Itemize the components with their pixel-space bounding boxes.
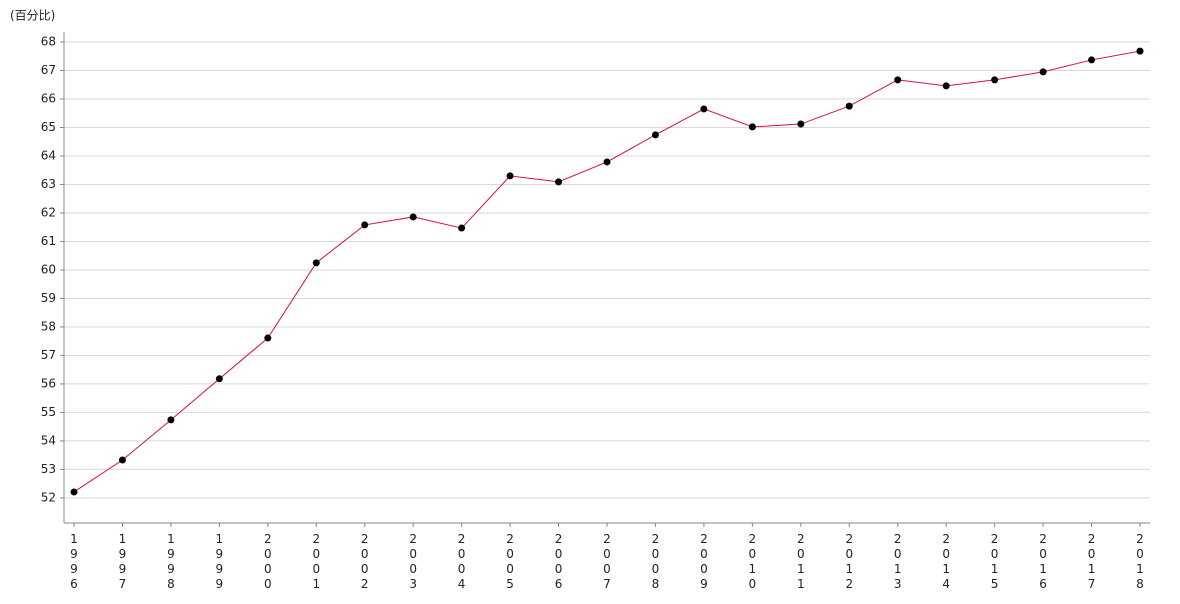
x-tick-label: 2015 xyxy=(988,532,1002,592)
y-axis-label: (百分比) xyxy=(10,9,55,23)
point xyxy=(748,123,756,131)
x-tick-label: 2000 xyxy=(261,532,275,592)
y-tick-label: 56 xyxy=(41,376,56,390)
point xyxy=(845,102,853,110)
y-tick-label: 52 xyxy=(41,490,56,504)
point xyxy=(506,172,514,180)
y-tick-label: 65 xyxy=(41,120,56,134)
point xyxy=(555,178,563,186)
y-tick-label: 61 xyxy=(41,234,56,248)
y-tick-label: 67 xyxy=(41,63,56,77)
point xyxy=(215,375,223,383)
x-tick-label: 2010 xyxy=(745,532,759,592)
x-tick-label: 2016 xyxy=(1036,532,1050,592)
point xyxy=(361,221,369,229)
point xyxy=(797,120,805,128)
y-tick-label: 63 xyxy=(41,177,56,191)
x-tick-label: 2004 xyxy=(455,532,469,592)
x-tick-label: 2003 xyxy=(406,532,420,592)
y-tick-label: 53 xyxy=(41,462,56,476)
y-tick-label: 64 xyxy=(41,148,56,162)
x-tick-label: 2002 xyxy=(358,532,372,592)
x-tick-label: 2007 xyxy=(600,532,614,592)
x-tick-label: 1999 xyxy=(212,532,226,592)
point xyxy=(651,131,659,139)
point xyxy=(70,488,78,496)
point xyxy=(700,105,708,113)
x-tick-label: 1996 xyxy=(67,532,81,592)
x-tick-label: 2014 xyxy=(939,532,953,592)
point xyxy=(167,416,175,424)
y-tick-label: 58 xyxy=(41,319,56,333)
x-tick-label: 2001 xyxy=(309,532,323,592)
x-tick-label: 2017 xyxy=(1085,532,1099,592)
y-tick-label: 57 xyxy=(41,348,56,362)
point xyxy=(458,224,466,232)
y-tick-label: 59 xyxy=(41,291,56,305)
x-tick-label: 2009 xyxy=(697,532,711,592)
x-tick-label: 2013 xyxy=(891,532,905,592)
y-tick-label: 66 xyxy=(41,91,56,105)
point xyxy=(603,158,611,166)
y-tick-label: 62 xyxy=(41,205,56,219)
y-tick-label: 68 xyxy=(41,34,56,48)
x-tick-label: 1997 xyxy=(115,532,129,592)
y-tick-label: 54 xyxy=(41,433,56,447)
x-tick-label: 2005 xyxy=(503,532,517,592)
point xyxy=(1088,56,1096,64)
point xyxy=(118,456,126,464)
point xyxy=(312,259,320,267)
point xyxy=(409,213,417,221)
point xyxy=(991,76,999,84)
y-tick-label: 60 xyxy=(41,262,56,276)
point xyxy=(894,76,902,84)
x-tick-label: 2012 xyxy=(842,532,856,592)
x-tick-label: 2018 xyxy=(1133,532,1147,592)
x-tick-label: 2008 xyxy=(648,532,662,592)
point xyxy=(1039,68,1047,76)
point xyxy=(264,334,272,342)
x-tick-label: 2006 xyxy=(552,532,566,592)
point xyxy=(942,82,950,90)
point xyxy=(1136,47,1144,55)
y-tick-label: 55 xyxy=(41,405,56,419)
line xyxy=(73,50,1141,493)
x-tick-label: 2011 xyxy=(794,532,808,592)
x-tick-label: 1998 xyxy=(164,532,178,592)
